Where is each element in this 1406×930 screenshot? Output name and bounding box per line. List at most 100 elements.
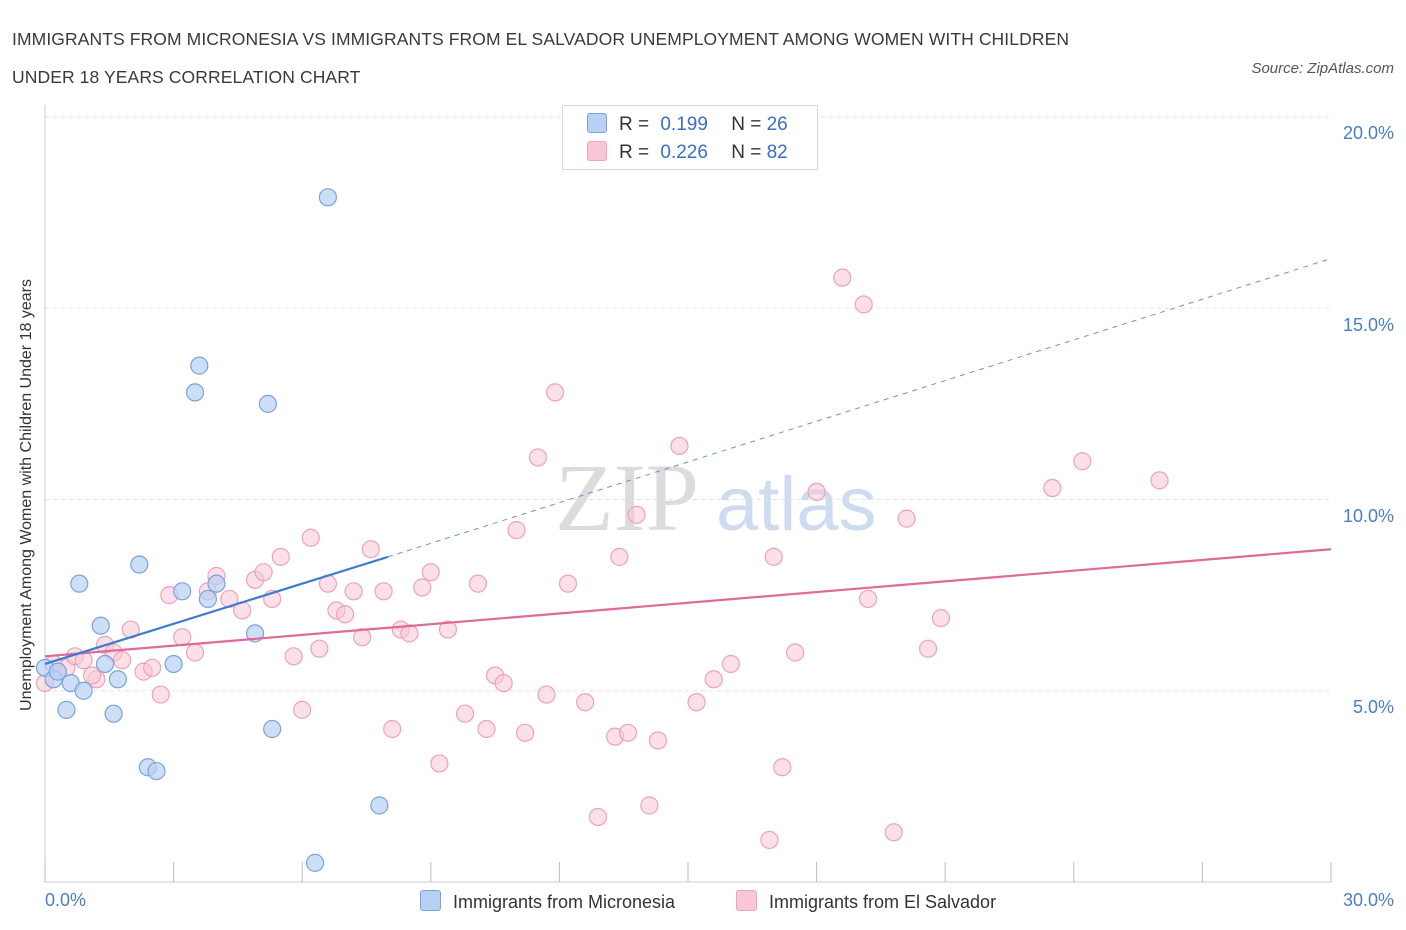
- micronesia-point: [164, 654, 183, 674]
- micronesia-point: [108, 670, 127, 689]
- elsalvador-point: [383, 719, 402, 739]
- elsalvador-point: [477, 719, 496, 739]
- elsalvador-point: [528, 448, 548, 467]
- elsalvador-point: [361, 540, 380, 559]
- y-tick-label-5: 5.0%: [1352, 697, 1394, 717]
- elsalvador-point: [1150, 471, 1169, 490]
- elsalvador-point: [374, 582, 393, 601]
- elsalvador-point: [400, 624, 419, 643]
- elsalvador-point: [764, 547, 783, 566]
- x-tick-label-min: 0.0%: [45, 890, 87, 910]
- elsalvador-point: [301, 528, 320, 547]
- elsalvador-point: [83, 666, 102, 685]
- elsalvador-point: [494, 673, 513, 693]
- elsalvador-point: [185, 643, 205, 662]
- elsalvador-point: [687, 693, 706, 712]
- elsalvador-point: [293, 700, 312, 719]
- elsalvador-point: [151, 685, 170, 704]
- elsalvador-point: [254, 563, 273, 582]
- elsalvador-point: [618, 723, 638, 742]
- stats-legend-row-elsalvador: R = 0.226 N = 82: [587, 141, 788, 165]
- elsalvador-point: [284, 647, 303, 666]
- elsalvador-point: [704, 670, 723, 689]
- micronesia-point: [130, 555, 149, 574]
- micronesia-point: [57, 700, 76, 719]
- elsalvador-point: [1043, 478, 1062, 498]
- micronesia-legend-swatch: [420, 890, 441, 911]
- elsalvador-point: [648, 731, 668, 750]
- n-value-elsalvador: 82: [766, 142, 788, 163]
- elsalvador-point: [721, 654, 740, 674]
- micronesia-point: [173, 582, 192, 601]
- elsalvador-point: [884, 823, 903, 842]
- elsalvador-point: [516, 723, 535, 742]
- elsalvador-point: [773, 758, 792, 777]
- trendline-elsalvador: [44, 548, 1332, 658]
- elsalvador-point: [640, 796, 659, 815]
- elsalvador-point: [670, 436, 689, 456]
- elsalvador-point: [833, 268, 852, 287]
- n-label: N =: [731, 114, 762, 135]
- elsalvador-point: [310, 639, 329, 658]
- micronesia-swatch: [587, 113, 607, 133]
- chart-title-line1: IMMIGRANTS FROM MICRONESIA VS IMMIGRANTS…: [12, 29, 1070, 49]
- elsalvador-point: [537, 685, 556, 704]
- axes: [44, 105, 1332, 883]
- elsalvador-point: [113, 651, 132, 670]
- elsalvador-point: [760, 830, 779, 850]
- micronesia-point: [207, 574, 226, 593]
- micronesia-point: [305, 853, 325, 872]
- micronesia-point: [258, 394, 278, 413]
- elsalvador-point: [558, 574, 578, 593]
- legend-label-elsalvador: Immigrants from El Salvador: [769, 892, 997, 912]
- r-label: R =: [619, 142, 650, 163]
- micronesia-point: [198, 589, 217, 609]
- y-tick-label-20: 20.0%: [1342, 123, 1394, 143]
- elsalvador-point: [588, 807, 608, 827]
- elsalvador-point: [468, 574, 488, 593]
- trendline-micronesia: [44, 555, 389, 666]
- n-label: N =: [731, 142, 762, 163]
- micronesia-point: [74, 681, 93, 700]
- elsalvador-point: [807, 482, 826, 501]
- elsalvador-point: [430, 754, 449, 773]
- x-tick-label-max: 30.0%: [1342, 890, 1394, 910]
- watermark-atlas: atlas: [716, 462, 877, 547]
- stats-legend-row-micronesia: R = 0.199 N = 26: [587, 113, 788, 137]
- micronesia-point: [318, 188, 338, 207]
- legend-item-micronesia[interactable]: Immigrants from Micronesia: [420, 890, 675, 913]
- micronesia-point: [263, 719, 282, 739]
- micronesia-point: [190, 356, 209, 375]
- elsalvador-point: [421, 563, 440, 582]
- elsalvador-point: [897, 509, 916, 528]
- legend-label-micronesia: Immigrants from Micronesia: [453, 892, 676, 912]
- series-elsalvador-points: [35, 268, 1169, 850]
- elsalvador-point: [353, 628, 372, 647]
- elsalvador-point: [576, 693, 595, 712]
- micronesia-point: [185, 383, 205, 402]
- elsalvador-point: [335, 605, 355, 624]
- elsalvador-point: [173, 628, 192, 647]
- elsalvador-point: [271, 547, 290, 566]
- r-label: R =: [619, 114, 650, 135]
- micronesia-point: [147, 761, 166, 781]
- elsalvador-point: [858, 589, 878, 609]
- micronesia-point: [70, 574, 89, 593]
- elsalvador-point: [455, 704, 475, 723]
- stats-legend: R = 0.199 N = 26 R = 0.226 N = 82: [562, 105, 818, 170]
- micronesia-point: [95, 654, 115, 674]
- trendline-micronesia-extension: [387, 258, 1332, 558]
- elsalvador-point: [627, 505, 646, 524]
- micronesia-point: [91, 616, 110, 635]
- series-micronesia-points: [35, 188, 389, 872]
- elsalvador-point: [1073, 452, 1092, 471]
- elsalvador-point: [546, 383, 565, 402]
- elsalvador-point: [438, 620, 458, 639]
- legend-item-elsalvador[interactable]: Immigrants from El Salvador: [736, 890, 996, 913]
- elsalvador-point: [786, 643, 805, 662]
- elsalvador-legend-swatch: [736, 890, 757, 911]
- y-tick-label-15: 15.0%: [1342, 315, 1394, 335]
- elsalvador-point: [854, 295, 873, 314]
- source-label: Source: ZipAtlas.com: [1251, 60, 1394, 77]
- r-value-micronesia: 0.199: [660, 114, 708, 135]
